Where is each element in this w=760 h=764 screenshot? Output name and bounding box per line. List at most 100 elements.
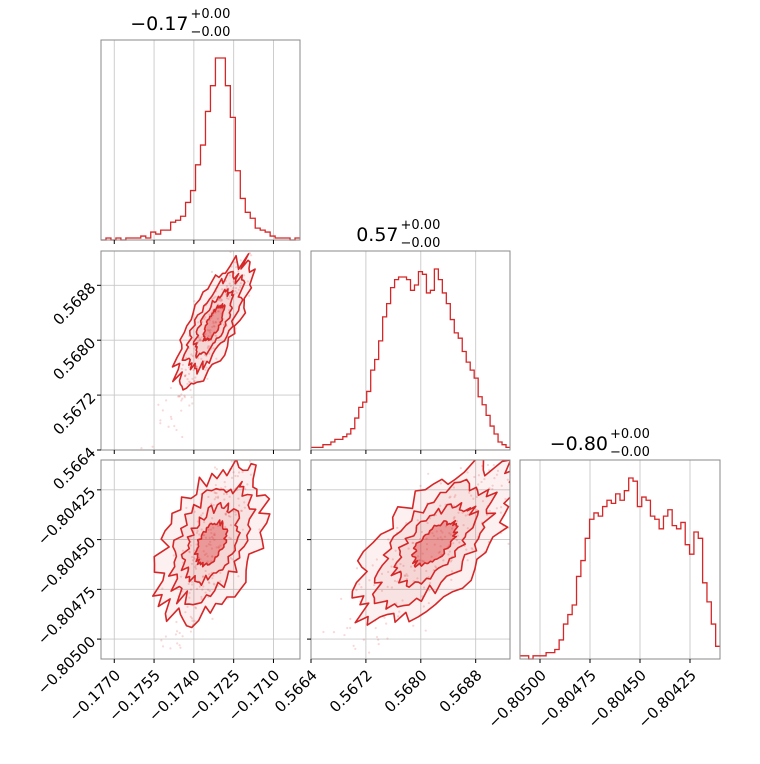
sample-point bbox=[190, 583, 194, 586]
sample-point bbox=[188, 404, 191, 407]
sample-point bbox=[195, 365, 198, 369]
sample-point bbox=[189, 588, 193, 591]
sample-point bbox=[390, 586, 394, 589]
sample-point bbox=[435, 566, 438, 569]
sample-point bbox=[346, 626, 349, 630]
sample-point bbox=[355, 666, 357, 668]
sample-point bbox=[247, 407, 249, 409]
contour-level-0 bbox=[351, 460, 510, 626]
sample-point bbox=[211, 555, 214, 558]
sample-point bbox=[367, 661, 369, 663]
sample-point bbox=[207, 329, 211, 332]
sample-point bbox=[212, 582, 215, 585]
sample-point bbox=[543, 423, 545, 425]
sample-point bbox=[212, 320, 215, 323]
sample-point bbox=[405, 573, 408, 576]
sample-point bbox=[465, 548, 468, 551]
sample-point bbox=[161, 722, 163, 724]
sample-point bbox=[500, 505, 503, 509]
sample-point bbox=[242, 432, 244, 434]
sample-point bbox=[237, 270, 240, 273]
sample-point bbox=[206, 588, 210, 591]
sample-point bbox=[386, 585, 389, 588]
sample-point bbox=[367, 651, 371, 654]
sample-point bbox=[255, 209, 257, 211]
sample-point bbox=[217, 546, 220, 549]
sample-point bbox=[243, 506, 246, 509]
sample-point bbox=[228, 495, 231, 498]
sample-point bbox=[421, 552, 424, 555]
sample-point bbox=[450, 559, 453, 562]
sample-point bbox=[211, 555, 214, 558]
sample-point bbox=[385, 622, 388, 625]
sample-point bbox=[196, 529, 199, 533]
sample-point bbox=[183, 396, 186, 399]
sample-point bbox=[375, 558, 378, 561]
sample-point bbox=[270, 212, 272, 214]
sample-point bbox=[442, 559, 445, 562]
panel-frame bbox=[310, 459, 511, 660]
sample-point bbox=[380, 572, 384, 575]
sample-point bbox=[239, 286, 242, 289]
sample-point bbox=[223, 498, 226, 501]
sample-point bbox=[450, 570, 454, 573]
sample-point bbox=[216, 495, 220, 498]
sample-point bbox=[410, 565, 413, 568]
sample-point bbox=[371, 564, 374, 567]
contours bbox=[351, 460, 510, 626]
sample-point bbox=[200, 339, 203, 342]
sample-point bbox=[544, 390, 546, 392]
sample-point bbox=[215, 334, 218, 337]
sample-point bbox=[258, 210, 260, 212]
sample-point bbox=[231, 558, 234, 561]
x-tick-label-p2: 0.5688 bbox=[436, 666, 486, 716]
sample-point bbox=[187, 582, 190, 585]
sample-point bbox=[206, 555, 209, 558]
sample-point bbox=[140, 447, 143, 450]
sample-point bbox=[208, 573, 211, 576]
sample-point bbox=[246, 483, 249, 486]
contours bbox=[171, 253, 256, 391]
sample-point bbox=[477, 483, 480, 486]
histogram-p2 bbox=[311, 268, 510, 448]
title-lower-p2: −0.00 bbox=[401, 236, 441, 251]
sample-point bbox=[514, 462, 516, 464]
sample-point bbox=[419, 484, 422, 487]
sample-point bbox=[209, 329, 212, 332]
sample-point bbox=[195, 587, 199, 591]
sample-point bbox=[172, 554, 175, 557]
sample-point bbox=[343, 633, 346, 637]
sample-point bbox=[194, 565, 197, 569]
sample-point bbox=[180, 367, 183, 370]
sample-point bbox=[206, 346, 209, 350]
sample-point bbox=[224, 512, 228, 516]
sample-point bbox=[188, 596, 191, 599]
sample-point bbox=[205, 552, 208, 555]
sample-point bbox=[248, 460, 252, 463]
sample-point bbox=[300, 660, 302, 662]
sample-point bbox=[204, 591, 207, 594]
sample-point bbox=[398, 610, 401, 613]
sample-point bbox=[492, 464, 495, 467]
sample-point bbox=[191, 377, 194, 380]
sample-point bbox=[214, 295, 217, 298]
sample-point bbox=[230, 460, 233, 463]
sample-point bbox=[473, 475, 476, 479]
sample-point bbox=[248, 294, 251, 297]
sample-point bbox=[349, 626, 352, 629]
sample-point bbox=[466, 527, 469, 530]
sample-point bbox=[235, 428, 237, 430]
sample-point bbox=[448, 532, 451, 535]
sample-point bbox=[453, 515, 456, 519]
sample-point bbox=[396, 580, 399, 583]
sample-point bbox=[216, 310, 220, 313]
sample-point bbox=[373, 583, 376, 587]
sample-point bbox=[220, 288, 224, 291]
sample-point bbox=[178, 631, 181, 635]
sample-point bbox=[202, 533, 205, 537]
sample-point bbox=[181, 549, 185, 552]
sample-point bbox=[425, 537, 428, 540]
sample-point bbox=[175, 630, 179, 633]
sample-point bbox=[239, 509, 243, 512]
sample-point bbox=[169, 386, 173, 390]
